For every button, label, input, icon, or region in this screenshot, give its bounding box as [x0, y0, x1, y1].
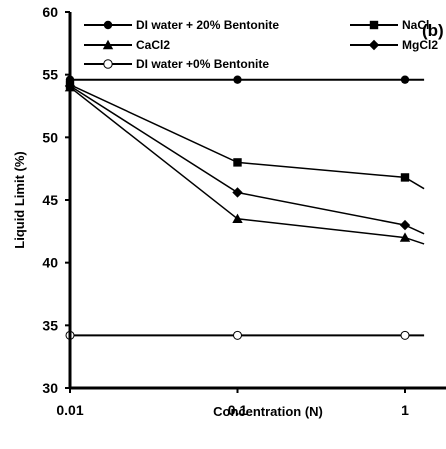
y-tick-label: 45	[42, 192, 58, 208]
series-lines	[69, 78, 425, 337]
data-point	[400, 75, 410, 84]
x-tick-label: 0.1	[228, 402, 248, 418]
y-tick-label: 35	[42, 317, 58, 333]
series-line	[69, 85, 425, 235]
legend-label: CaCl2	[136, 38, 170, 52]
data-point	[233, 158, 242, 167]
legend-marker	[368, 39, 380, 51]
legend: DI water + 20% Bentonite NaCl CaCl2 MgCl2 DI…	[84, 18, 438, 71]
x-tick-label: 0.01	[56, 402, 83, 418]
legend-marker	[369, 20, 379, 30]
legend-label: DI water +0% Bentonite	[136, 57, 269, 71]
y-tick-label: 55	[42, 67, 58, 83]
y-tick-label: 40	[42, 255, 58, 271]
data-point	[233, 75, 242, 84]
legend-label: MgCl2	[402, 38, 438, 52]
legend-marker	[103, 59, 113, 69]
data-point	[232, 187, 243, 198]
series-line	[69, 84, 425, 190]
data-point	[232, 213, 243, 223]
data-point	[400, 330, 410, 340]
x-tick-label: 1	[401, 402, 409, 418]
legend-label: DI water + 20% Bentonite	[136, 18, 279, 32]
data-point	[399, 232, 411, 242]
legend-marker	[102, 39, 114, 50]
legend-marker	[103, 20, 113, 30]
y-axis-title: Liquid Limit (%)	[12, 151, 27, 248]
axis-ticks: 30 35 40 45 50 55 60 0.01 0.1 1	[42, 4, 409, 418]
data-point	[399, 219, 411, 231]
y-tick-label: 30	[42, 380, 58, 396]
y-tick-label: 50	[42, 129, 58, 145]
y-tick-label: 60	[42, 4, 58, 20]
x-axis-title: Concentration (N)	[213, 404, 323, 419]
legend-label: NaCl	[402, 18, 429, 32]
data-point	[400, 173, 410, 182]
series-line	[69, 86, 425, 245]
data-point	[233, 330, 242, 340]
panel-label: (b)	[422, 21, 444, 40]
